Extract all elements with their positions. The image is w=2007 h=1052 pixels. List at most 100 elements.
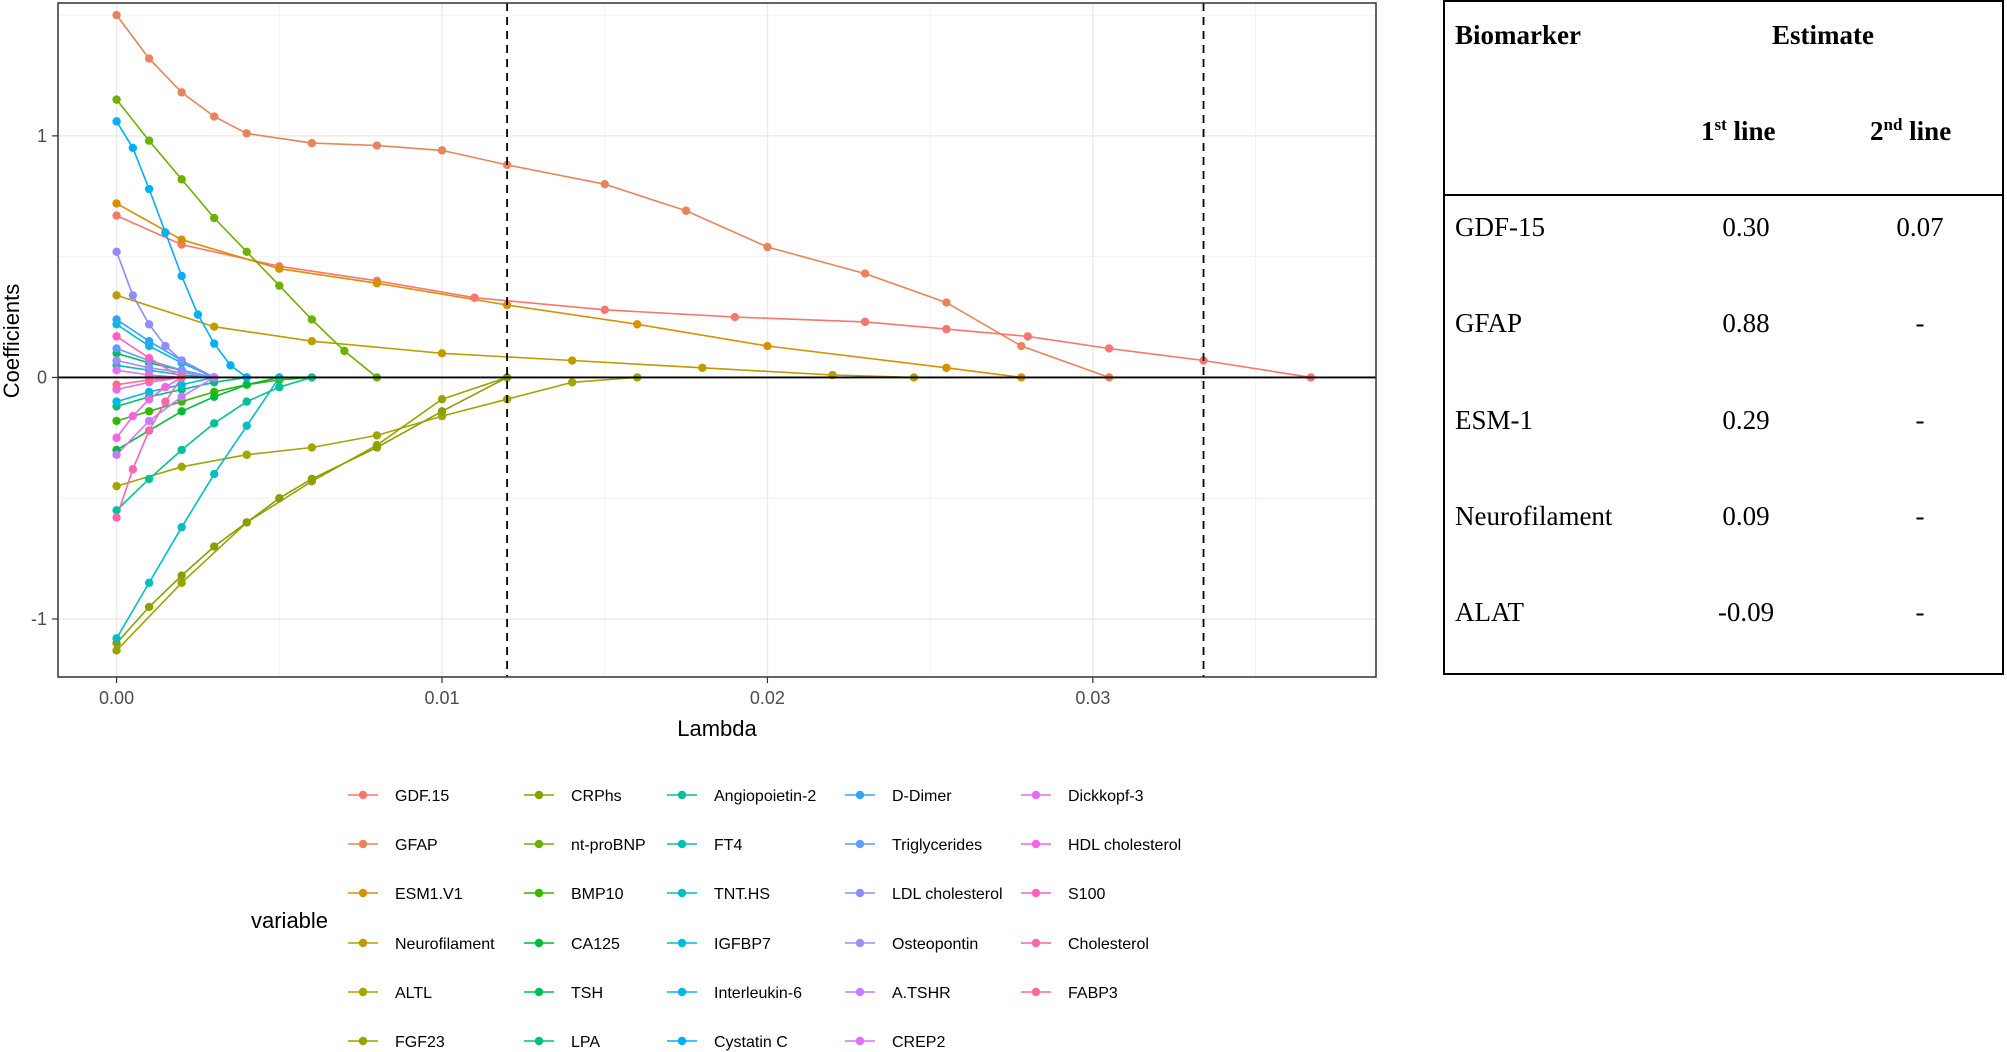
legend-item: CREP2: [845, 1034, 945, 1051]
data-point: [372, 431, 382, 440]
data-point: [437, 146, 447, 155]
legend-label: FABP3: [1068, 985, 1118, 1002]
series-line-14: [115, 376, 280, 639]
data-point: [144, 474, 154, 484]
data-point: [633, 320, 642, 329]
legend-item: D-Dimer: [845, 788, 952, 805]
table-row-first-line: 0.29: [1722, 405, 1770, 435]
data-point: [161, 382, 170, 392]
table-row-second-line: -: [1915, 405, 1925, 435]
legend-item: Osteopontin: [845, 936, 978, 953]
data-point: [112, 356, 121, 365]
series-line-20: [115, 251, 215, 379]
data-point: [128, 411, 138, 421]
series-line-19: [116, 347, 215, 379]
series-line-7: [115, 99, 378, 379]
legend-key-point: [677, 888, 687, 898]
data-point: [177, 175, 186, 184]
legend-item: GFAP: [348, 837, 438, 854]
estimate-column-header: Estimate: [1772, 20, 1874, 50]
legend: variable GDF.15 GFAP ESM1.V1 Neurofilament A…: [251, 788, 1181, 1051]
data-point: [144, 416, 154, 426]
x-axis-ticks: 0.00 0.01 0.02 0.03: [99, 677, 1110, 708]
data-point: [112, 506, 121, 515]
data-point: [242, 450, 251, 459]
data-point: [470, 293, 479, 302]
data-point: [144, 394, 154, 404]
data-point: [144, 337, 154, 346]
legend-item: TNT.HS: [667, 886, 770, 903]
legend-label: CRPhs: [571, 788, 622, 805]
legend-key-point: [1031, 790, 1041, 800]
data-point: [210, 112, 219, 121]
legend-item: BMP10: [524, 886, 624, 903]
legend-item: HDL cholesterol: [1021, 837, 1181, 854]
series-line-17: [115, 120, 248, 379]
data-point: [112, 450, 121, 459]
legend-item: FGF23: [348, 1034, 445, 1051]
first-line-suffix: st: [1714, 115, 1727, 134]
biomarker-estimate-table: Biomarker Estimate 1st line 2nd line GDF…: [1443, 0, 2004, 675]
legend-item: Cholesterol: [1021, 936, 1149, 953]
y-tick-label: 0: [37, 367, 47, 387]
legend-key-point: [358, 790, 368, 800]
data-point: [112, 513, 121, 522]
data-point: [144, 387, 154, 397]
biomarker-column-header: Biomarker: [1455, 20, 1581, 50]
data-point: [144, 54, 154, 63]
data-point: [112, 481, 121, 491]
y-axis-ticks: -1 0 1: [31, 126, 58, 629]
legend-key-point: [534, 888, 544, 898]
data-point: [177, 462, 186, 472]
y-tick-label: 1: [37, 126, 47, 146]
x-tick-label: 0.00: [99, 688, 134, 708]
legend-label: BMP10: [571, 886, 624, 903]
table-row-second-line: -: [1915, 597, 1925, 627]
reference-lines: [58, 3, 1376, 677]
data-point: [112, 416, 121, 426]
legend-item: CA125: [524, 936, 620, 953]
data-point: [112, 365, 121, 375]
x-tick-label: 0.02: [750, 688, 785, 708]
data-point: [567, 378, 577, 387]
legend-key-point: [1031, 987, 1041, 997]
data-point: [730, 312, 740, 322]
data-point: [860, 317, 870, 327]
legend-item: S100: [1021, 886, 1105, 903]
series-points: [112, 10, 1316, 655]
legend-key-point: [534, 839, 544, 849]
data-point: [242, 380, 251, 389]
legend-label: GFAP: [395, 837, 438, 854]
data-point: [1017, 341, 1026, 351]
data-point: [437, 394, 447, 404]
data-point: [112, 332, 121, 341]
series-line-3: [116, 294, 914, 379]
data-point: [210, 339, 219, 348]
data-point: [307, 443, 317, 452]
legend-label: CA125: [571, 936, 620, 953]
legend-key-point: [677, 987, 687, 997]
legend-label: Neurofilament: [395, 936, 495, 953]
legend-label: D-Dimer: [892, 788, 952, 805]
data-point: [144, 363, 154, 372]
data-point: [242, 129, 251, 138]
series-line-0: [116, 214, 1312, 379]
legend-key-point: [1031, 938, 1041, 948]
series-line-13: [116, 364, 215, 379]
series-lines: [115, 14, 1312, 651]
legend-key-point: [855, 790, 865, 800]
legend-label: Angiopoietin-2: [714, 788, 816, 805]
data-point: [275, 264, 284, 273]
data-point: [1023, 332, 1032, 341]
legend-key-point: [855, 839, 865, 849]
data-point: [210, 213, 219, 223]
second-line-word: line: [1909, 116, 1952, 146]
table-row-first-line: 0.09: [1722, 501, 1770, 531]
data-point: [112, 433, 121, 443]
data-point: [860, 269, 870, 278]
data-point: [144, 426, 154, 435]
series-line-21: [116, 359, 215, 379]
data-point: [128, 465, 138, 474]
legend-label: ALTL: [395, 985, 432, 1002]
x-tick-label: 0.01: [424, 688, 459, 708]
